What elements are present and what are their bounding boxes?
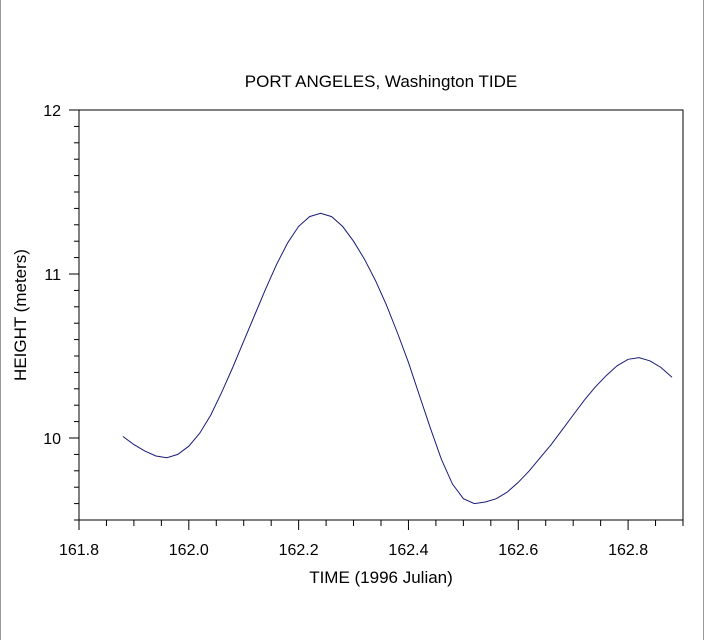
x-axis-label: TIME (1996 Julian) — [309, 568, 453, 587]
x-tick-label: 162.4 — [388, 542, 428, 559]
y-tick-label: 11 — [44, 267, 61, 284]
x-axis-ticks — [78, 520, 684, 530]
plot-frame — [78, 109, 684, 521]
x-tick-label: 161.8 — [59, 542, 99, 559]
y-tick-label: 12 — [43, 103, 61, 120]
y-axis-label: HEIGHT (meters) — [11, 249, 30, 381]
y-tick-label: 10 — [43, 431, 61, 448]
x-tick-label: 162.6 — [498, 542, 538, 559]
x-tick-label: 162.0 — [169, 542, 209, 559]
x-tick-label: 162.8 — [608, 542, 648, 559]
x-tick-label: 162.2 — [279, 542, 319, 559]
x-axis-tick-labels: 161.8 162.0 162.2 162.4 162.6 162.8 — [59, 542, 648, 559]
tide-height-series-line — [122, 212, 673, 505]
y-axis-ticks — [69, 109, 79, 521]
y-axis-tick-labels: 10 11 12 — [43, 103, 61, 448]
chart-title: PORT ANGELES, Washington TIDE — [245, 72, 517, 91]
